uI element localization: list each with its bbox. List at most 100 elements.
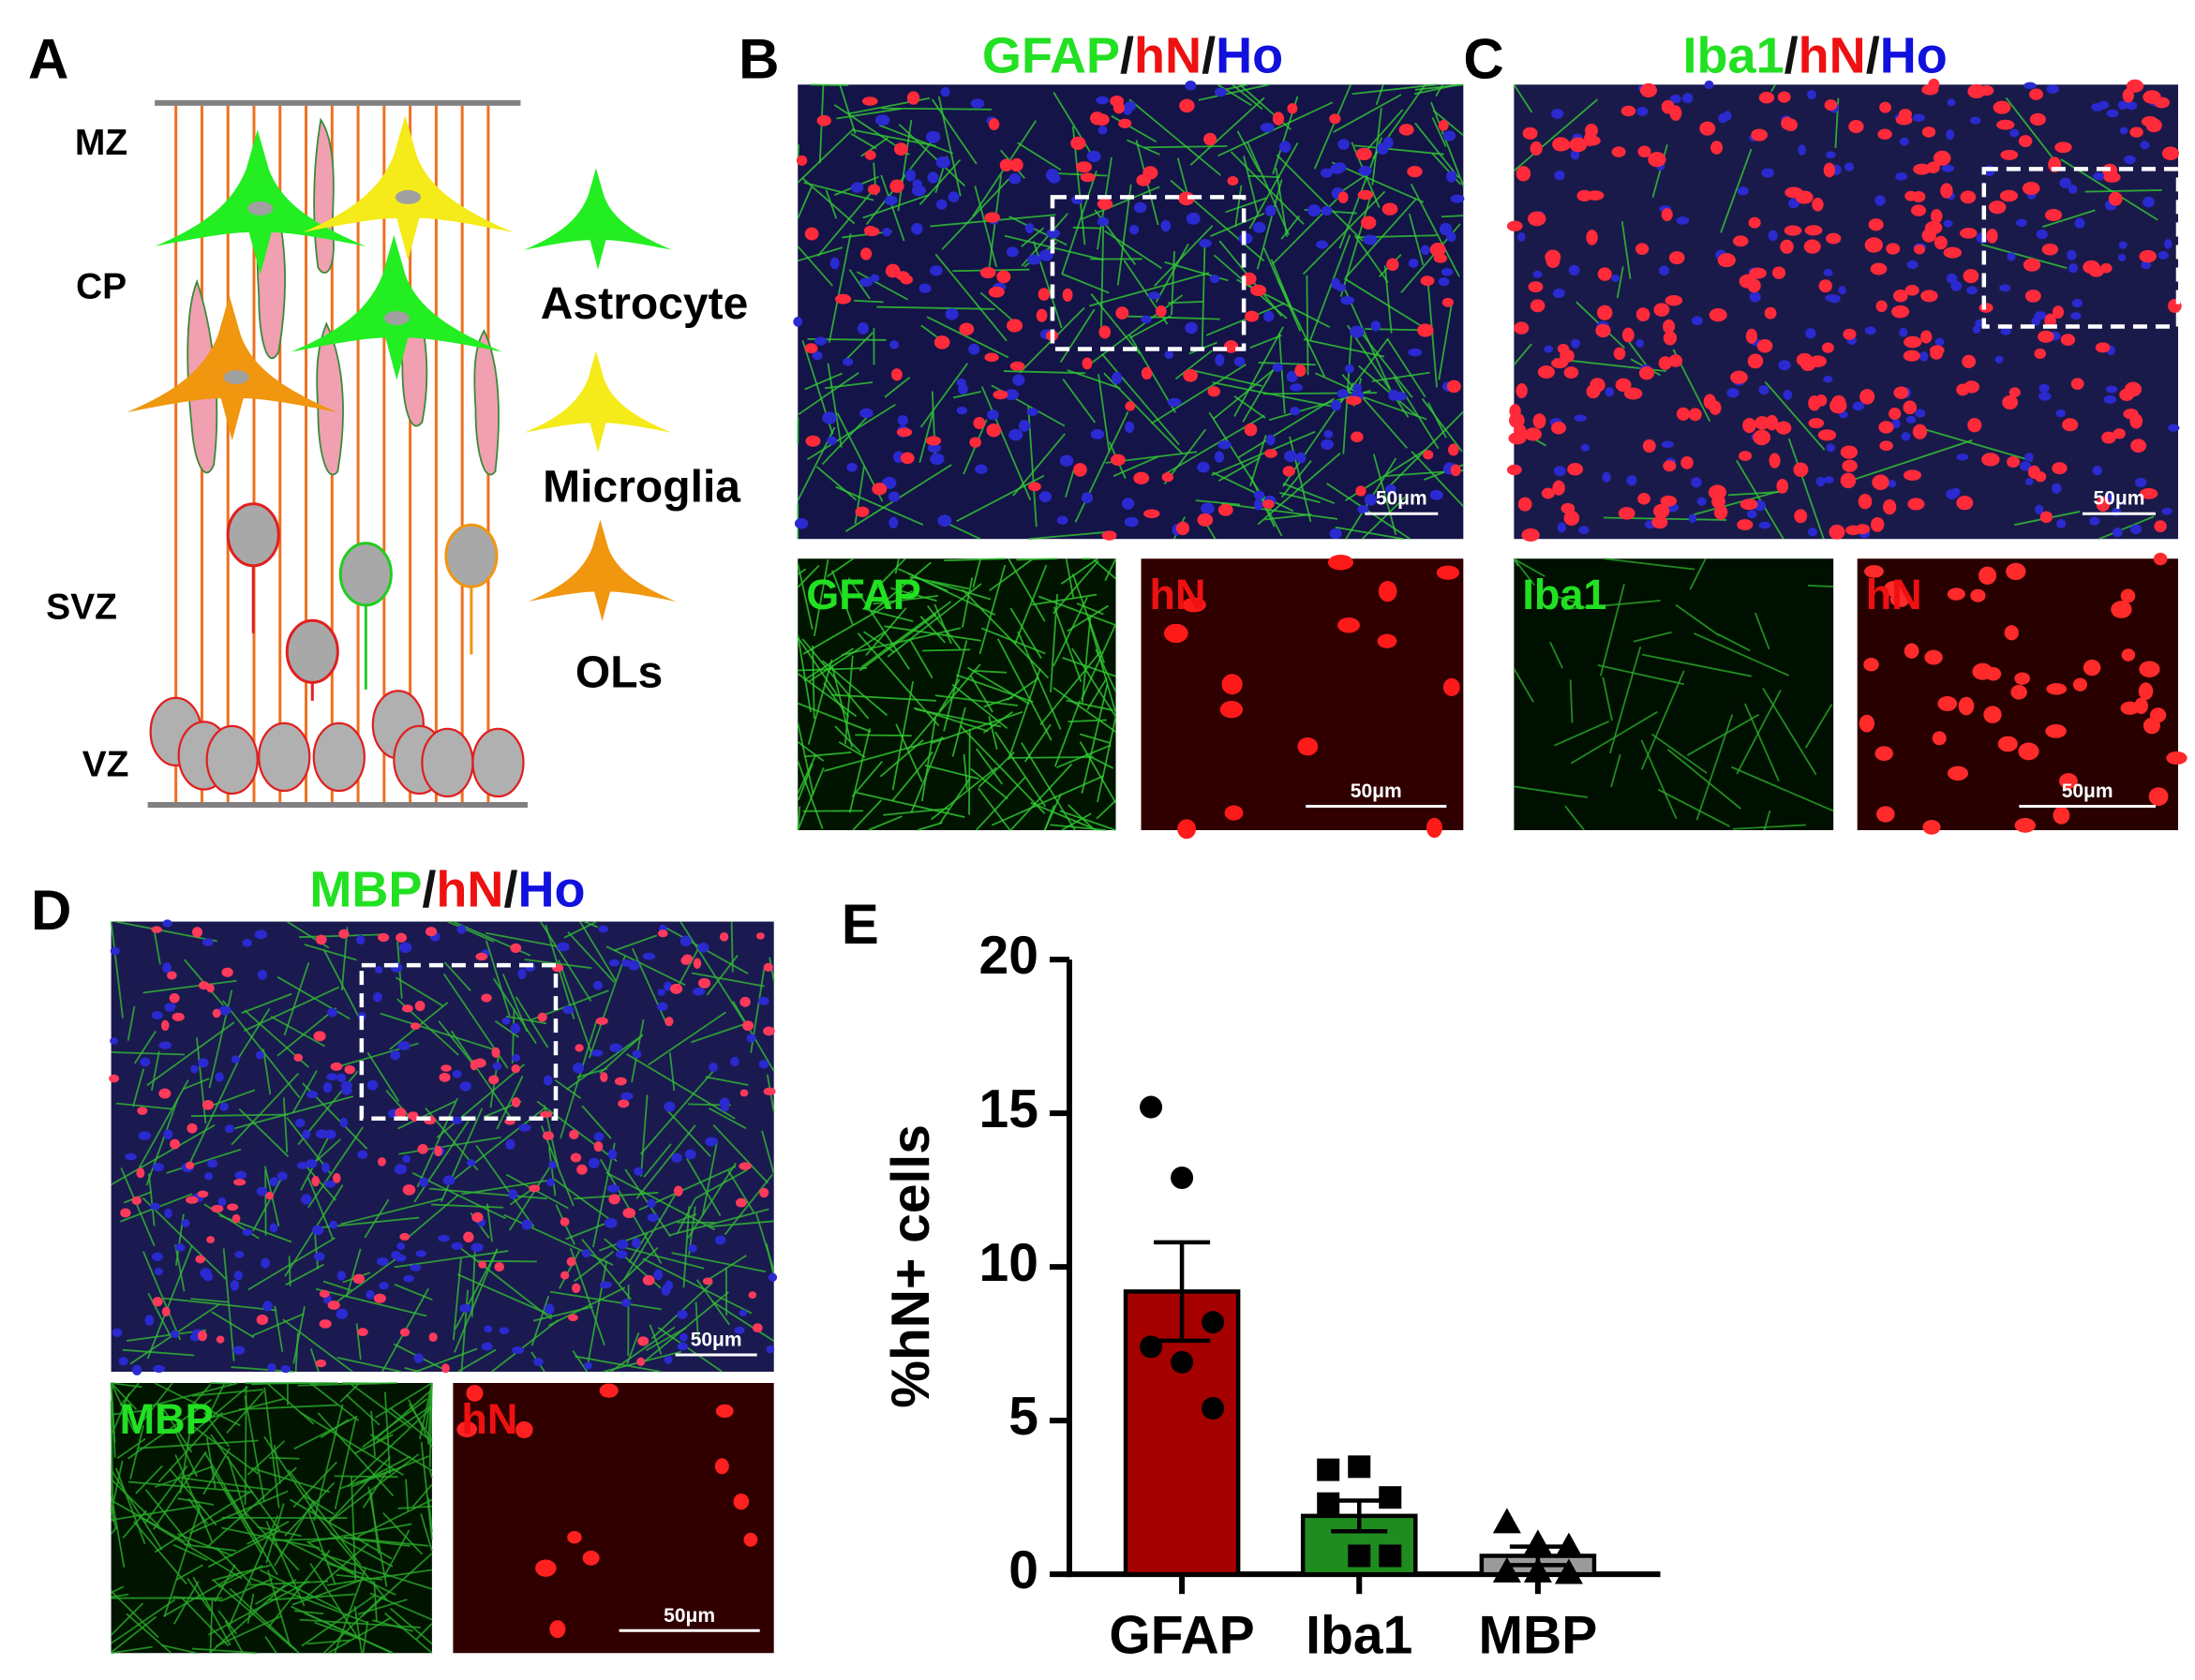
vz-cells: [149, 690, 525, 798]
nucleus: [456, 1421, 478, 1437]
fiber: [1736, 459, 1784, 540]
nucleus: [1514, 321, 1530, 335]
nucleus: [373, 1293, 386, 1303]
nucleus: [391, 1250, 401, 1260]
nucleus: [1843, 328, 1857, 340]
nucleus: [529, 1184, 541, 1193]
fiber: [327, 1617, 391, 1655]
nucleus: [608, 959, 620, 967]
nucleus: [2070, 378, 2084, 391]
nucleus: [511, 1097, 521, 1108]
fiber: [880, 174, 905, 242]
nucleus: [1578, 526, 1590, 535]
nucleus: [2014, 672, 2031, 685]
nucleus: [814, 336, 828, 346]
nucleus: [1710, 141, 1724, 155]
fiber: [427, 1497, 433, 1533]
nucleus: [671, 1152, 682, 1163]
nucleus: [1903, 349, 1920, 362]
fiber: [306, 1542, 369, 1598]
fiber: [797, 636, 840, 697]
nucleus: [1828, 294, 1841, 304]
nucleus: [2015, 218, 2027, 227]
fiber: [309, 1382, 360, 1421]
fiber: [1650, 733, 1708, 774]
fiber: [830, 665, 853, 748]
nucleus: [1661, 99, 1675, 114]
zone-label: VZ: [82, 745, 129, 785]
nucleus: [1376, 142, 1389, 155]
nucleus: [2083, 660, 2101, 676]
nucleus: [566, 1256, 576, 1267]
x-tick-label: MBP: [1479, 1605, 1598, 1665]
nucleus: [1420, 275, 1435, 287]
inset-label: hN: [1150, 571, 1206, 618]
nucleus: [1888, 480, 1897, 488]
nucleus: [1807, 89, 1816, 100]
nucleus: [197, 1190, 209, 1198]
nucleus: [1554, 171, 1565, 181]
nucleus: [2023, 82, 2037, 90]
nucleus: [169, 993, 180, 1004]
nucleus: [1221, 674, 1243, 695]
nucleus: [151, 1011, 163, 1020]
fiber: [676, 1198, 696, 1235]
nucleus: [1036, 308, 1048, 322]
fiber: [635, 1124, 696, 1199]
nucleus: [1870, 516, 1885, 532]
nucleus: [1167, 397, 1182, 408]
nucleus: [2053, 806, 2070, 825]
nucleus: [1904, 643, 1919, 659]
fiber: [456, 1273, 553, 1316]
nucleus: [1086, 150, 1101, 163]
fiber: [190, 1298, 229, 1303]
fiber: [1112, 455, 1159, 478]
nucleus: [1004, 389, 1020, 401]
nucleus: [1958, 696, 1975, 716]
nucleus: [211, 1204, 224, 1213]
nucleus: [1506, 464, 1522, 476]
fiber: [440, 1108, 484, 1203]
fiber: [1303, 338, 1385, 358]
nucleus: [1635, 307, 1650, 322]
nucleus: [170, 1330, 179, 1338]
fiber: [460, 1289, 469, 1373]
nucleus: [940, 86, 950, 97]
fiber: [1038, 595, 1116, 627]
cell-type-label: Astrocyte: [541, 279, 749, 329]
nucleus: [945, 308, 959, 320]
nucleus: [1663, 460, 1677, 472]
fiber: [825, 381, 874, 390]
fiber: [1246, 141, 1290, 235]
nucleus: [1829, 524, 1845, 540]
nucleus: [1156, 305, 1167, 318]
fiber: [335, 1258, 396, 1303]
nucleus: [805, 435, 821, 447]
fiber: [1597, 663, 1685, 686]
nucleus: [1128, 224, 1140, 235]
nucleus: [1429, 489, 1443, 500]
fiber: [309, 1348, 320, 1373]
nucleus: [2130, 439, 2146, 453]
nucleus: [1532, 270, 1543, 278]
fiber: [248, 1580, 329, 1586]
fiber: [676, 944, 702, 989]
nucleus: [1118, 118, 1132, 128]
nucleus: [1038, 249, 1053, 261]
fiber: [917, 822, 943, 831]
nucleus: [1164, 623, 1188, 644]
fiber: [1358, 364, 1418, 418]
nucleus: [1898, 109, 1912, 120]
nucleus: [2024, 453, 2034, 462]
nucleus: [1829, 397, 1847, 414]
nucleus: [332, 1172, 341, 1183]
fiber: [260, 1568, 341, 1612]
nucleus: [1983, 706, 2002, 723]
image-title: MBP/hN/Ho: [309, 862, 585, 918]
nucleus: [1823, 162, 1836, 178]
fiber: [111, 1593, 129, 1598]
fiber: [1256, 179, 1283, 270]
nucleus: [296, 1161, 308, 1169]
fiber: [1079, 733, 1112, 744]
fiber: [1564, 805, 1585, 831]
